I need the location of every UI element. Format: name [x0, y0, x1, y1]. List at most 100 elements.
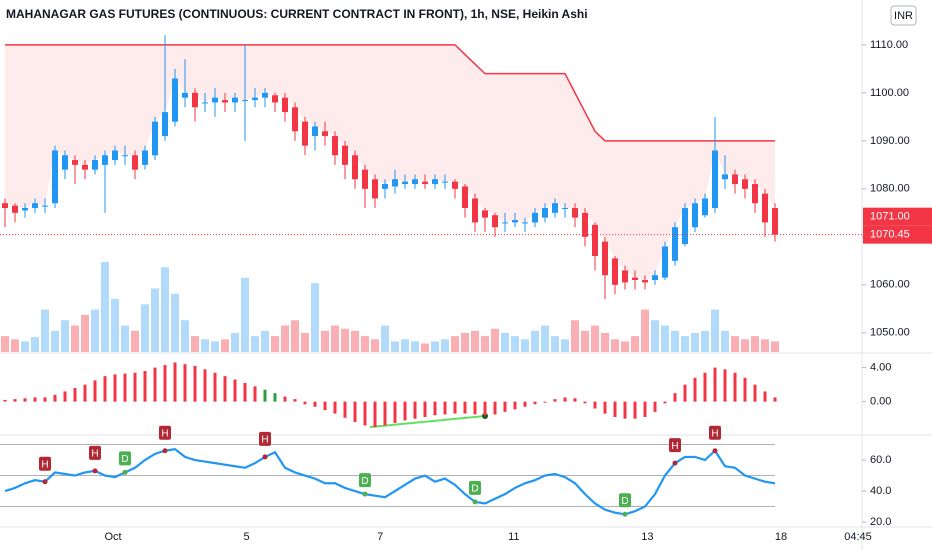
histogram-bar: [3, 399, 7, 402]
histogram-bar: [653, 401, 657, 412]
volume-bar: [21, 341, 29, 352]
y-tick-label: 0.00: [870, 396, 891, 408]
histogram-bar: [513, 401, 517, 410]
histogram-bar: [193, 365, 197, 402]
histogram-bar: [303, 401, 307, 405]
volume-bar: [421, 343, 429, 352]
candle-body: [752, 184, 758, 204]
chart-title: MAHANAGAR GAS FUTURES (CONTINUOUS: CURRE…: [6, 7, 588, 21]
marker-label: D: [121, 454, 128, 465]
candle-body: [22, 208, 28, 211]
histogram-bar: [273, 393, 277, 402]
histogram-bar: [623, 401, 627, 419]
marker-label: D: [621, 496, 628, 507]
histogram-bar: [33, 397, 37, 402]
volume-bar: [731, 336, 739, 352]
y-tick-label: 4.00: [870, 362, 891, 374]
marker-dot: [362, 491, 368, 497]
y-tick-label: 1060.00: [870, 279, 910, 291]
histogram-bar: [83, 384, 87, 402]
candle-body: [642, 280, 648, 283]
volume-bar: [441, 339, 449, 352]
x-tick-label: 13: [641, 531, 653, 543]
candle-body: [322, 131, 328, 137]
x-tick-label: 11: [508, 531, 519, 543]
histogram-bar: [483, 401, 487, 416]
candle-body: [182, 92, 188, 98]
y-tick-label: 20.0: [870, 516, 891, 528]
candle-body: [242, 100, 248, 102]
candle-body: [252, 97, 258, 101]
candle-body: [722, 174, 728, 180]
histogram-bar: [123, 373, 127, 402]
price-label: 1071.00: [870, 211, 910, 223]
candle-body: [82, 164, 88, 170]
histogram-bar: [753, 384, 757, 402]
candle-body: [472, 198, 478, 223]
volume-bar: [71, 325, 79, 352]
candle-body: [332, 136, 338, 156]
marker-box: [259, 431, 271, 446]
volume-bar: [691, 332, 699, 352]
y-tick-label: 1090.00: [870, 135, 910, 147]
volume-bar: [491, 328, 499, 352]
histogram-bar: [103, 376, 107, 402]
marker-dot: [712, 448, 718, 454]
histogram-bar: [693, 377, 697, 402]
volume-bar: [751, 336, 759, 352]
currency-label[interactable]: INR: [894, 10, 913, 22]
candle-body: [682, 208, 688, 245]
marker-box: [669, 438, 681, 453]
marker-box: [89, 445, 101, 460]
candle-body: [542, 208, 548, 218]
x-tick-label: Oct: [104, 531, 121, 543]
histogram-bar: [683, 384, 687, 402]
volume-bar: [741, 339, 749, 352]
volume-bar: [31, 337, 39, 352]
volume-bar: [171, 293, 179, 352]
volume-bar: [461, 332, 469, 352]
candle-body: [622, 270, 628, 283]
marker-dot: [122, 469, 128, 475]
volume-bar: [261, 330, 269, 352]
volume-bar: [721, 330, 729, 352]
candle-body: [662, 246, 668, 278]
histogram-bar: [553, 399, 557, 402]
histogram-bar: [243, 382, 247, 402]
volume-bar: [681, 336, 689, 352]
volume-bar: [431, 341, 439, 352]
volume-bar: [761, 339, 769, 352]
histogram-bar: [413, 401, 417, 419]
candle-body: [502, 222, 508, 224]
upper-line: [5, 44, 775, 142]
oscillator-line: [4, 448, 776, 516]
marker-box: [709, 425, 721, 440]
marker-dot: [262, 454, 268, 460]
volume-bar: [551, 336, 559, 352]
histogram-bar: [233, 379, 237, 402]
volume-bar: [41, 309, 49, 352]
candle-body: [32, 203, 38, 209]
x-tick-label: 18: [775, 531, 787, 543]
histogram-bar: [663, 401, 667, 404]
histogram-bar: [353, 401, 357, 423]
histogram-bar: [53, 394, 57, 402]
histogram-bar: [443, 401, 447, 415]
histogram-bar: [503, 401, 507, 412]
histogram-bar: [133, 372, 137, 402]
volume-bar: [211, 341, 219, 352]
candle-body: [202, 102, 208, 104]
histogram-bar: [593, 401, 597, 409]
candle-body: [482, 210, 488, 218]
marker-box: [159, 425, 171, 440]
histogram-bar: [423, 401, 427, 417]
currency-button[interactable]: [890, 5, 917, 26]
volume-bar: [591, 325, 599, 352]
volume-bar: [161, 267, 169, 352]
candle-body: [512, 220, 518, 223]
candle-body: [382, 184, 388, 189]
histogram-bar: [313, 401, 317, 407]
candle-body: [292, 107, 298, 132]
y-tick-label: 60.0: [870, 454, 891, 466]
candle-body: [432, 179, 438, 185]
